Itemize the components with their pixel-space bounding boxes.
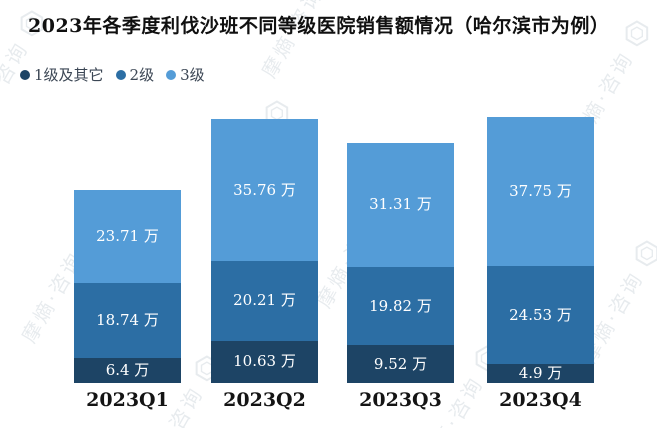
- data-label: 6.4 万: [105, 360, 150, 379]
- legend-dot-icon: [20, 69, 30, 80]
- legend-label: 3级: [180, 66, 205, 84]
- bar-2023Q4: 4.9 万 24.53 万 37.75 万: [487, 117, 594, 383]
- bar-segment-2级: 18.74 万: [74, 283, 181, 358]
- data-label: 24.53 万: [509, 305, 572, 324]
- bar-segment-2级: 19.82 万: [347, 266, 454, 346]
- legend-label: 2级: [129, 66, 155, 84]
- category-label: 2023Q1: [86, 389, 169, 411]
- bar-segment-1级及其它: 6.4 万: [74, 357, 181, 383]
- data-label: 10.63 万: [233, 352, 296, 371]
- bar-segment-1级及其它: 9.52 万: [347, 345, 454, 383]
- legend-item: 3级: [166, 64, 205, 85]
- bar-segment-1级及其它: 4.9 万: [487, 363, 594, 383]
- bar-2023Q3: 9.52 万 19.82 万 31.31 万: [347, 142, 454, 383]
- data-label: 19.82 万: [369, 296, 432, 315]
- category-label: 2023Q2: [223, 389, 306, 411]
- data-label: 18.74 万: [96, 311, 159, 330]
- data-label: 31.31 万: [369, 195, 432, 214]
- data-label: 37.75 万: [509, 182, 572, 201]
- category-label: 2023Q3: [359, 389, 442, 411]
- legend-dot-icon: [166, 69, 177, 80]
- bar-segment-2级: 24.53 万: [487, 266, 594, 364]
- bar-2023Q2: 10.63 万 20.21 万 35.76 万: [211, 119, 318, 383]
- bar-segment-3级: 37.75 万: [487, 117, 594, 267]
- legend-item: 2级: [115, 64, 155, 85]
- legend-dot-icon: [115, 69, 126, 80]
- data-label: 20.21 万: [233, 291, 296, 310]
- bar-segment-1级及其它: 10.63 万: [211, 340, 318, 383]
- bar-segment-3级: 35.76 万: [211, 119, 318, 261]
- chart-title: 2023年各季度利伐沙班不同等级医院销售额情况（哈尔滨市为例）: [28, 15, 610, 37]
- chart-legend: 1级及其它 2级 3级: [20, 64, 205, 85]
- data-label: 35.76 万: [233, 180, 296, 199]
- legend-item: 1级及其它: [20, 64, 104, 85]
- bar-segment-2级: 20.21 万: [211, 260, 318, 341]
- data-label: 9.52 万: [373, 354, 428, 373]
- bar-segment-3级: 31.31 万: [347, 142, 454, 267]
- category-label: 2023Q4: [499, 389, 582, 411]
- data-label: 23.71 万: [96, 227, 159, 245]
- bar-2023Q1: 6.4 万 18.74 万 23.71 万: [74, 189, 181, 383]
- data-label: 4.9 万: [518, 363, 563, 382]
- legend-label: 1级及其它: [34, 66, 104, 84]
- bar-segment-3级: 23.71 万: [74, 189, 181, 284]
